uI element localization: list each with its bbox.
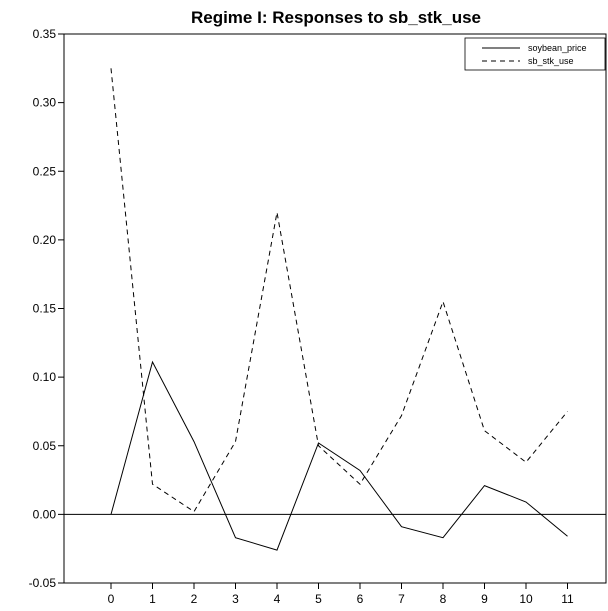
chart-title: Regime I: Responses to sb_stk_use xyxy=(191,8,481,27)
legend: soybean_price sb_stk_use xyxy=(464,37,606,71)
y-tick-label: 0.05 xyxy=(33,439,57,453)
y-tick-label: 0.35 xyxy=(33,27,57,41)
y-tick-label: 0.10 xyxy=(33,370,57,384)
legend-label: soybean_price xyxy=(528,43,587,53)
x-tick-label: 0 xyxy=(108,592,115,606)
x-tick-label: 9 xyxy=(481,592,488,606)
legend-box xyxy=(464,37,606,71)
x-axis: 0 1 2 3 4 5 6 7 8 9 10 11 xyxy=(108,583,574,606)
x-tick-label: 8 xyxy=(440,592,447,606)
x-tick-label: 11 xyxy=(561,592,574,606)
y-tick-label: 0.15 xyxy=(33,302,57,316)
y-axis: -0.05 0.00 0.05 0.10 0.15 0.20 0.25 0.30 0.35 xyxy=(29,27,64,590)
x-tick-label: 10 xyxy=(519,592,533,606)
x-tick-label: 2 xyxy=(191,592,198,606)
x-tick-label: 7 xyxy=(398,592,405,606)
series-layer xyxy=(110,68,568,551)
x-tick-label: 1 xyxy=(149,592,156,606)
legend-label: sb_stk_use xyxy=(528,56,574,66)
series-line-sb-stk-use xyxy=(110,68,568,513)
y-tick-label: -0.05 xyxy=(29,576,57,590)
x-tick-label: 5 xyxy=(315,592,322,606)
plot-frame xyxy=(63,33,607,584)
x-tick-label: 4 xyxy=(274,592,281,606)
series-line-soybean-price xyxy=(110,360,568,551)
y-tick-label: 0.20 xyxy=(33,233,57,247)
y-tick-label: 0.00 xyxy=(33,507,57,521)
y-tick-label: 0.25 xyxy=(33,164,57,178)
x-tick-label: 6 xyxy=(357,592,364,606)
y-tick-label: 0.30 xyxy=(33,96,57,110)
x-tick-label: 3 xyxy=(232,592,239,606)
